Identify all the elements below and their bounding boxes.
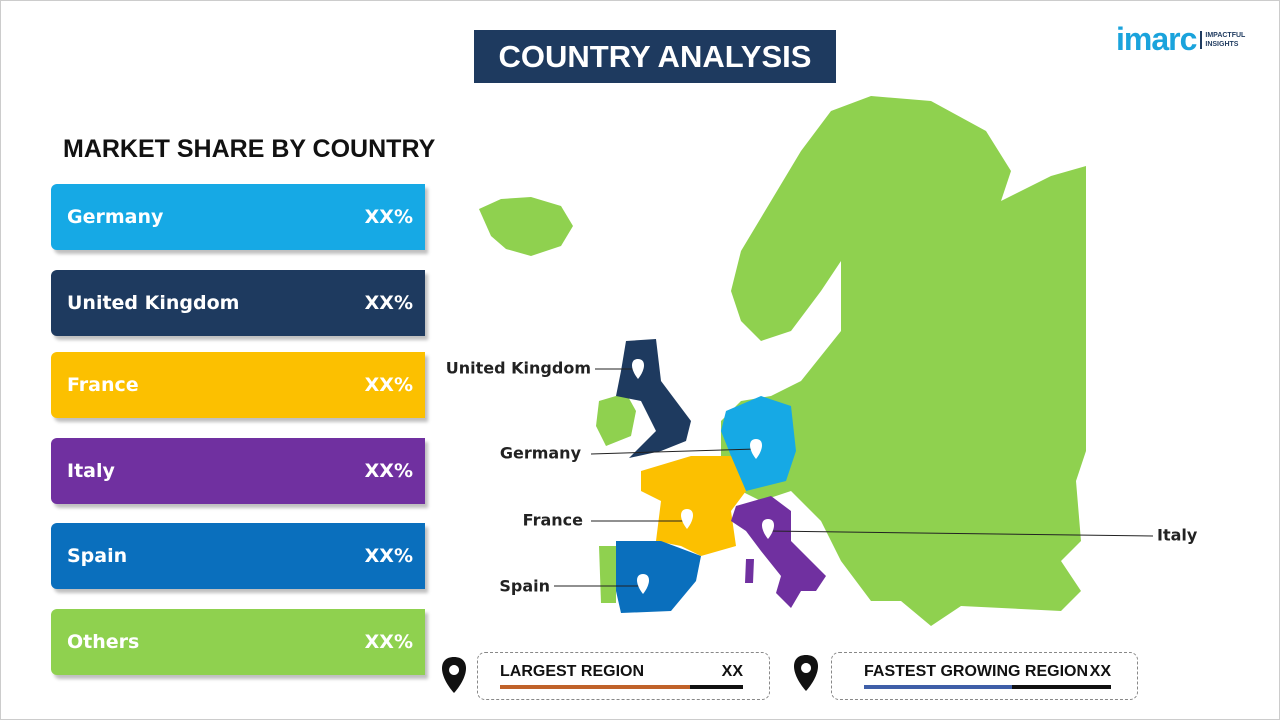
- pin: [637, 574, 649, 594]
- share-value: XX%: [364, 292, 413, 314]
- pin: [681, 509, 693, 529]
- ireland: [596, 393, 636, 446]
- logo-name: imarc: [1116, 21, 1197, 57]
- pin: [762, 519, 774, 539]
- market-share-row: United Kingdom XX%: [51, 270, 425, 336]
- market-share-row: France XX%: [51, 352, 425, 418]
- tagline-line: INSIGHTS: [1205, 40, 1239, 48]
- share-value: XX%: [364, 206, 413, 228]
- bar-fill: [864, 685, 1013, 689]
- summary-bar: [864, 685, 1111, 689]
- market-share-row: Germany XX%: [51, 184, 425, 250]
- market-share-row: Italy XX%: [51, 438, 425, 504]
- map-label: Spain: [499, 577, 550, 596]
- summary-box: FASTEST GROWING REGION XX: [831, 652, 1138, 700]
- pins: [632, 359, 774, 594]
- share-value: XX%: [364, 374, 413, 396]
- spain: [616, 541, 701, 613]
- summary-label: LARGEST REGION: [500, 663, 645, 680]
- market-share-title: MARKET SHARE BY COUNTRY: [63, 135, 436, 163]
- summary-box: LARGEST REGION XX: [477, 652, 770, 700]
- summary-value: XX: [721, 663, 743, 680]
- country-name: Spain: [67, 545, 128, 567]
- bar-fill: [500, 685, 690, 689]
- summary-pin-icon: [442, 657, 466, 693]
- share-value: XX%: [364, 460, 413, 482]
- map-label: United Kingdom: [446, 359, 591, 378]
- country-name: Italy: [67, 460, 115, 482]
- summary-value: XX: [1089, 663, 1111, 680]
- leader-line: [590, 448, 757, 455]
- country-name: Others: [67, 631, 140, 653]
- header-title: COUNTRY ANALYSIS: [474, 30, 836, 83]
- share-value: XX%: [364, 631, 413, 653]
- map-label: Italy: [1157, 526, 1198, 545]
- country-name: United Kingdom: [67, 292, 240, 314]
- leader-lines: [554, 368, 1154, 587]
- market-share-row: Others XX%: [51, 609, 425, 675]
- country-name: France: [67, 374, 139, 396]
- country-name: Germany: [67, 206, 164, 228]
- summary-bar: [500, 685, 743, 689]
- market-share-row: Spain XX%: [51, 523, 425, 589]
- pin: [750, 439, 762, 459]
- pin: [632, 359, 644, 379]
- map-label: France: [523, 511, 583, 530]
- europe-landmass: [721, 96, 1086, 626]
- iceland: [479, 197, 573, 256]
- france: [641, 456, 746, 556]
- portugal: [599, 546, 616, 603]
- summary-pin-icon: [794, 655, 818, 691]
- italy: [731, 496, 826, 608]
- share-value: XX%: [364, 545, 413, 567]
- tagline-line: IMPACTFUL: [1205, 31, 1246, 39]
- leader-line: [767, 530, 1154, 537]
- logo-tagline: IMPACTFUL INSIGHTS: [1200, 30, 1246, 49]
- summary-label: FASTEST GROWING REGION: [864, 663, 1089, 680]
- logo: imarc IMPACTFUL INSIGHTS: [1116, 21, 1245, 58]
- map-label: Germany: [500, 444, 582, 463]
